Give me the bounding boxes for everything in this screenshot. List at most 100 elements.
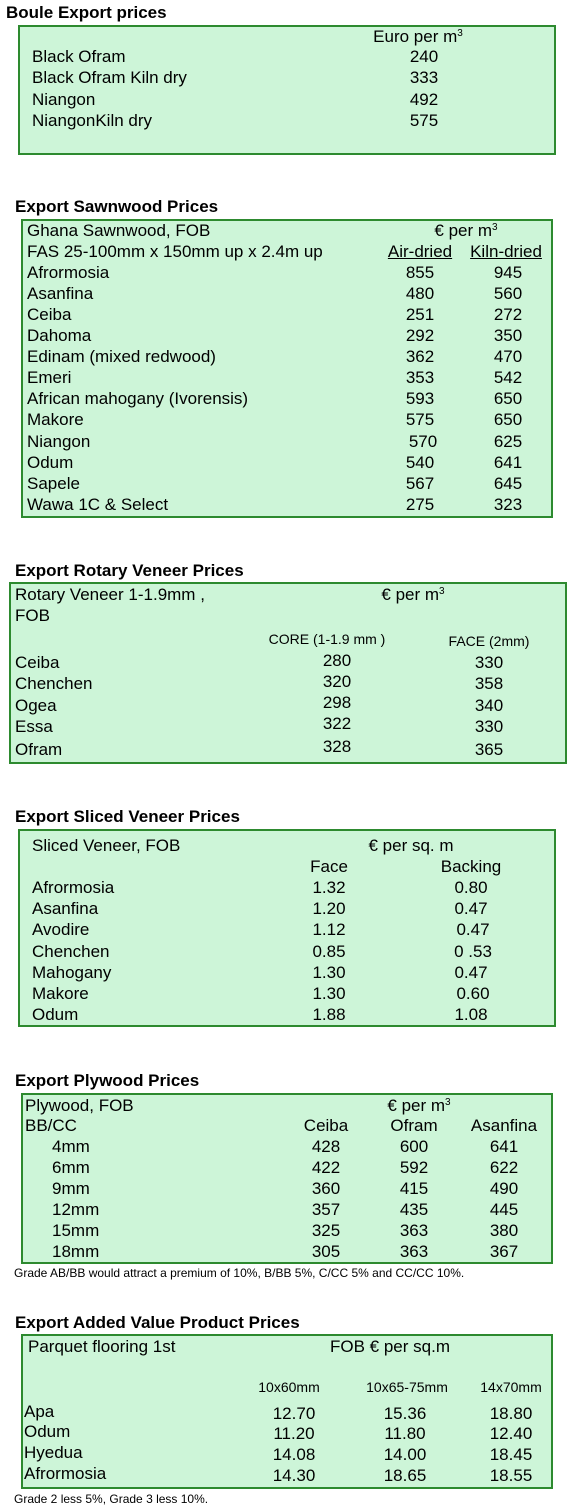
plywood-row-name: 15mm bbox=[52, 1221, 100, 1240]
sliced-row-name: Afrormosia bbox=[32, 878, 115, 897]
parquet-row-10x65-75: 18.65 bbox=[383, 1466, 427, 1485]
plywood-row-ofram: 415 bbox=[399, 1179, 429, 1198]
sawnwood-row-air: 540 bbox=[405, 453, 435, 472]
plywood-col-ofram: Ofram bbox=[390, 1116, 438, 1135]
parquet-row-name: Apa bbox=[24, 1402, 55, 1421]
sliced-row-name: Chenchen bbox=[32, 942, 110, 961]
sliced-row-name: Mahogany bbox=[32, 963, 112, 982]
sawnwood-col-kiln-dried: Kiln-dried bbox=[470, 242, 542, 261]
plywood-row-ofram: 435 bbox=[399, 1200, 429, 1219]
parquet-row-14x70: 18.55 bbox=[489, 1466, 533, 1485]
rotary-header-line1: Rotary Veneer 1-1.9mm , bbox=[15, 585, 205, 604]
sawnwood-row-name: Makore bbox=[27, 410, 84, 429]
sliced-row-backing: 0.80 bbox=[454, 878, 488, 897]
parquet-row-name: Odum bbox=[24, 1422, 71, 1441]
rotary-col-face: FACE (2mm) bbox=[448, 633, 530, 649]
sawnwood-row-air: 855 bbox=[405, 263, 435, 282]
sawnwood-row-name: Sapele bbox=[27, 474, 80, 493]
sawnwood-row-air: 570 bbox=[408, 432, 438, 451]
boule-table bbox=[18, 25, 556, 155]
sawnwood-row-air: 567 bbox=[405, 474, 435, 493]
sliced-row-backing: 0 .53 bbox=[454, 942, 492, 961]
sawnwood-row-air: 362 bbox=[405, 347, 435, 366]
parquet-row-name: Hyedua bbox=[24, 1443, 83, 1462]
sawnwood-row-name: African mahogany (Ivorensis) bbox=[27, 389, 249, 408]
parquet-header-line1: Parquet flooring 1st bbox=[28, 1337, 176, 1356]
boule-title: Boule Export prices bbox=[6, 3, 167, 22]
parquet-table bbox=[21, 1334, 553, 1489]
plywood-row-name: 12mm bbox=[52, 1200, 100, 1219]
sliced-row-face: 0.85 bbox=[312, 942, 346, 961]
plywood-col-ceiba: Ceiba bbox=[303, 1116, 349, 1135]
parquet-title: Export Added Value Product Prices bbox=[15, 1313, 300, 1332]
plywood-row-name: 4mm bbox=[52, 1137, 90, 1156]
rotary-row-face: 365 bbox=[474, 740, 504, 759]
boule-row-price: 240 bbox=[409, 47, 439, 66]
sliced-row-backing: 0.47 bbox=[456, 920, 490, 939]
plywood-row-name: 9mm bbox=[52, 1179, 90, 1198]
rotary-row-core: 322 bbox=[322, 714, 352, 733]
sliced-title: Export Sliced Veneer Prices bbox=[15, 807, 240, 826]
sawnwood-row-air: 575 bbox=[405, 410, 435, 429]
boule-unit-header: Euro per m3 bbox=[373, 27, 463, 46]
parquet-row-name: Afrormosia bbox=[24, 1464, 107, 1483]
parquet-col-10x65-75: 10x65-75mm bbox=[366, 1379, 448, 1395]
sawnwood-col-air-dried: Air-dried bbox=[387, 242, 453, 261]
sliced-row-name: Odum bbox=[32, 1005, 79, 1024]
sliced-table bbox=[18, 829, 556, 1027]
sliced-row-backing: 1.08 bbox=[454, 1005, 488, 1024]
sawnwood-row-kiln: 560 bbox=[493, 284, 523, 303]
plywood-header-line1: Plywood, FOB bbox=[25, 1096, 134, 1115]
boule-row-name: Black Ofram bbox=[32, 47, 126, 66]
boule-row-price: 575 bbox=[409, 111, 439, 130]
rotary-row-face: 340 bbox=[474, 696, 504, 715]
sliced-row-face: 1.32 bbox=[312, 878, 346, 897]
plywood-row-ceiba: 325 bbox=[311, 1221, 341, 1240]
rotary-row-name: Essa bbox=[15, 717, 53, 736]
parquet-row-14x70: 18.80 bbox=[489, 1404, 533, 1423]
plywood-table bbox=[21, 1093, 553, 1264]
sawnwood-row-kiln: 645 bbox=[493, 474, 523, 493]
sawnwood-row-name: Odum bbox=[27, 453, 74, 472]
parquet-row-10x65-75: 11.80 bbox=[384, 1424, 426, 1443]
rotary-row-name: Ceiba bbox=[15, 653, 60, 672]
boule-row-name: Niangon bbox=[32, 90, 96, 109]
sawnwood-row-air: 251 bbox=[405, 305, 435, 324]
sliced-row-face: 1.30 bbox=[312, 984, 346, 1003]
sawnwood-row-kiln: 625 bbox=[493, 432, 523, 451]
sliced-row-face: 1.88 bbox=[312, 1005, 346, 1024]
parquet-row-10x60: 11.20 bbox=[273, 1424, 315, 1443]
boule-row-name: Black Ofram Kiln dry bbox=[32, 68, 187, 87]
rotary-row-core: 280 bbox=[322, 651, 352, 670]
sliced-row-name: Avodire bbox=[32, 920, 90, 939]
plywood-row-ofram: 592 bbox=[399, 1158, 429, 1177]
sawnwood-row-kiln: 650 bbox=[493, 410, 523, 429]
plywood-unit-header: € per m3 bbox=[387, 1096, 451, 1115]
sawnwood-row-name: Edinam (mixed redwood) bbox=[27, 347, 216, 366]
rotary-row-core: 298 bbox=[322, 693, 352, 712]
sliced-row-face: 1.20 bbox=[312, 899, 346, 918]
parquet-row-10x60: 14.30 bbox=[272, 1466, 316, 1485]
parquet-col-10x60: 10x60mm bbox=[258, 1379, 320, 1395]
parquet-row-10x60: 14.08 bbox=[272, 1445, 316, 1464]
plywood-row-asanfina: 445 bbox=[489, 1200, 519, 1219]
plywood-row-ceiba: 305 bbox=[311, 1242, 341, 1261]
rotary-header-line2: FOB bbox=[15, 606, 50, 625]
sliced-row-backing: 0.47 bbox=[454, 899, 488, 918]
parquet-row-10x65-75: 15.36 bbox=[383, 1404, 427, 1423]
sawnwood-header-line1: Ghana Sawnwood, FOB bbox=[27, 221, 211, 240]
sawnwood-row-air: 353 bbox=[405, 368, 435, 387]
sliced-row-face: 1.12 bbox=[312, 920, 346, 939]
plywood-title: Export Plywood Prices bbox=[15, 1071, 200, 1090]
plywood-row-ceiba: 357 bbox=[311, 1200, 341, 1219]
rotary-row-face: 330 bbox=[474, 717, 504, 736]
sawnwood-row-name: Wawa 1C & Select bbox=[27, 495, 169, 514]
plywood-row-ceiba: 422 bbox=[311, 1158, 341, 1177]
rotary-col-core: CORE (1-1.9 mm ) bbox=[268, 631, 386, 647]
parquet-row-14x70: 18.45 bbox=[489, 1445, 533, 1464]
sliced-header-line1: Sliced Veneer, FOB bbox=[32, 836, 181, 855]
sawnwood-row-kiln: 272 bbox=[493, 305, 523, 324]
plywood-row-asanfina: 641 bbox=[489, 1137, 519, 1156]
sawnwood-table bbox=[21, 219, 553, 518]
plywood-header-line2: BB/CC bbox=[25, 1116, 77, 1135]
